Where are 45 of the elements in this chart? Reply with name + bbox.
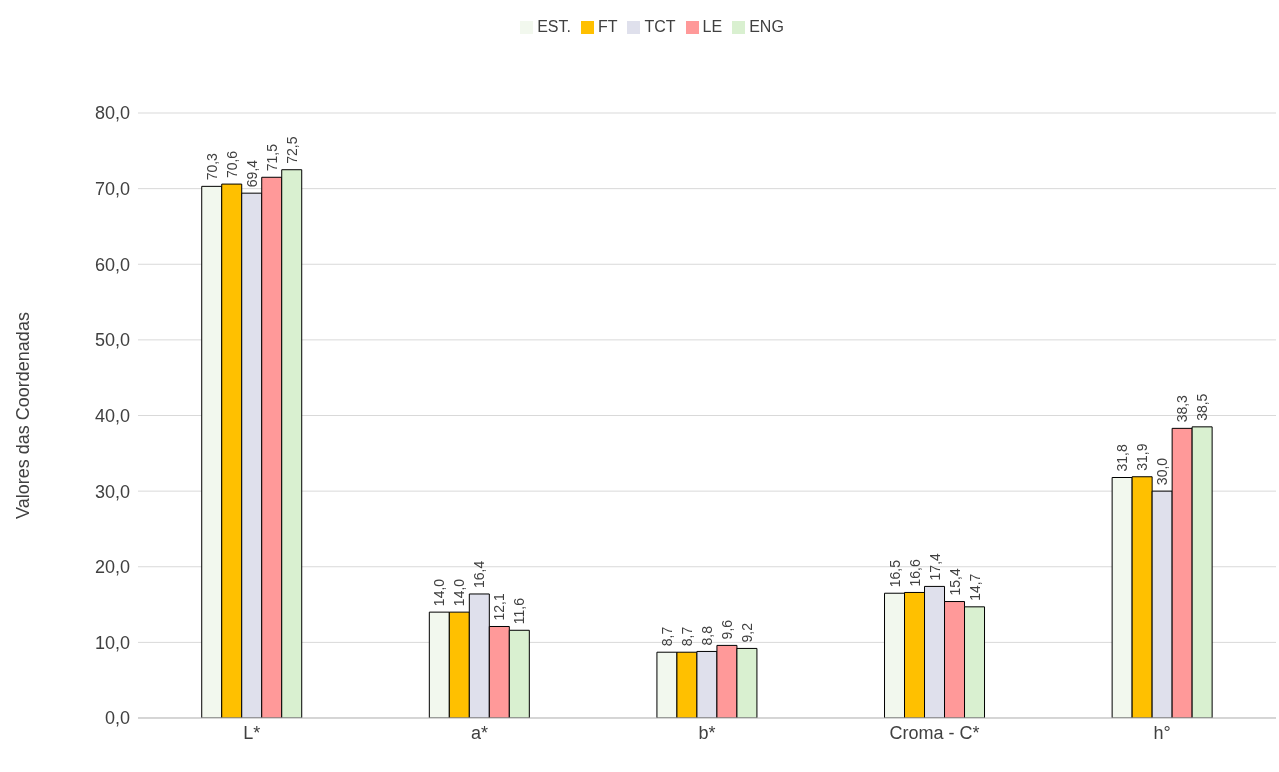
data-label: 70,6 (223, 150, 240, 179)
y-tick-label: 60,0 (94, 254, 130, 275)
data-label: 70,3 (203, 152, 220, 181)
y-tick-label: 50,0 (94, 330, 130, 351)
y-tick-label: 10,0 (94, 632, 130, 653)
y-tick-label: 30,0 (94, 481, 130, 502)
y-tick-label: 80,0 (94, 103, 130, 124)
legend-label: ENG (749, 18, 784, 35)
x-tick-label: L* (243, 722, 261, 743)
legend-label: FT (597, 18, 618, 35)
data-label: 12,1 (491, 593, 508, 621)
data-label: 14,7 (966, 573, 983, 601)
data-label: 38,3 (1174, 394, 1191, 423)
data-label: 69,4 (243, 159, 260, 188)
data-label: 16,6 (906, 559, 923, 587)
data-label: 15,4 (946, 568, 963, 596)
legend-label: TCT (644, 18, 676, 35)
x-tick-label: h° (1153, 722, 1171, 743)
data-label: 72,5 (283, 136, 300, 164)
data-label: 8,8 (698, 625, 715, 646)
data-label: 14,0 (451, 578, 468, 607)
data-label: 14,0 (431, 578, 448, 607)
data-label: 31,8 (1114, 444, 1131, 472)
data-label: 16,5 (886, 559, 903, 588)
y-tick-label: 20,0 (94, 557, 130, 578)
data-label: 8,7 (658, 626, 675, 647)
data-label: 9,2 (738, 622, 755, 643)
legend-label: LE (702, 18, 723, 35)
legend-label: EST. (537, 18, 571, 35)
x-tick-label: Croma - C* (889, 722, 980, 743)
y-tick-label: 40,0 (94, 405, 130, 426)
y-axis-title: Valores das Coordenadas (13, 312, 34, 519)
data-label: 31,9 (1134, 443, 1151, 471)
y-tick-label: 70,0 (94, 179, 130, 200)
data-label: 17,4 (926, 552, 943, 581)
data-label: 38,5 (1194, 393, 1211, 421)
y-tick-label: 0,0 (104, 708, 130, 729)
data-label: 11,6 (511, 597, 528, 625)
x-tick-label: a* (470, 722, 488, 743)
data-label: 30,0 (1154, 457, 1171, 486)
x-tick-label: b* (698, 722, 716, 743)
data-label: 71,5 (263, 143, 280, 172)
data-label: 9,6 (718, 619, 735, 640)
data-label: 8,7 (678, 626, 695, 647)
data-label: 16,4 (471, 560, 488, 588)
